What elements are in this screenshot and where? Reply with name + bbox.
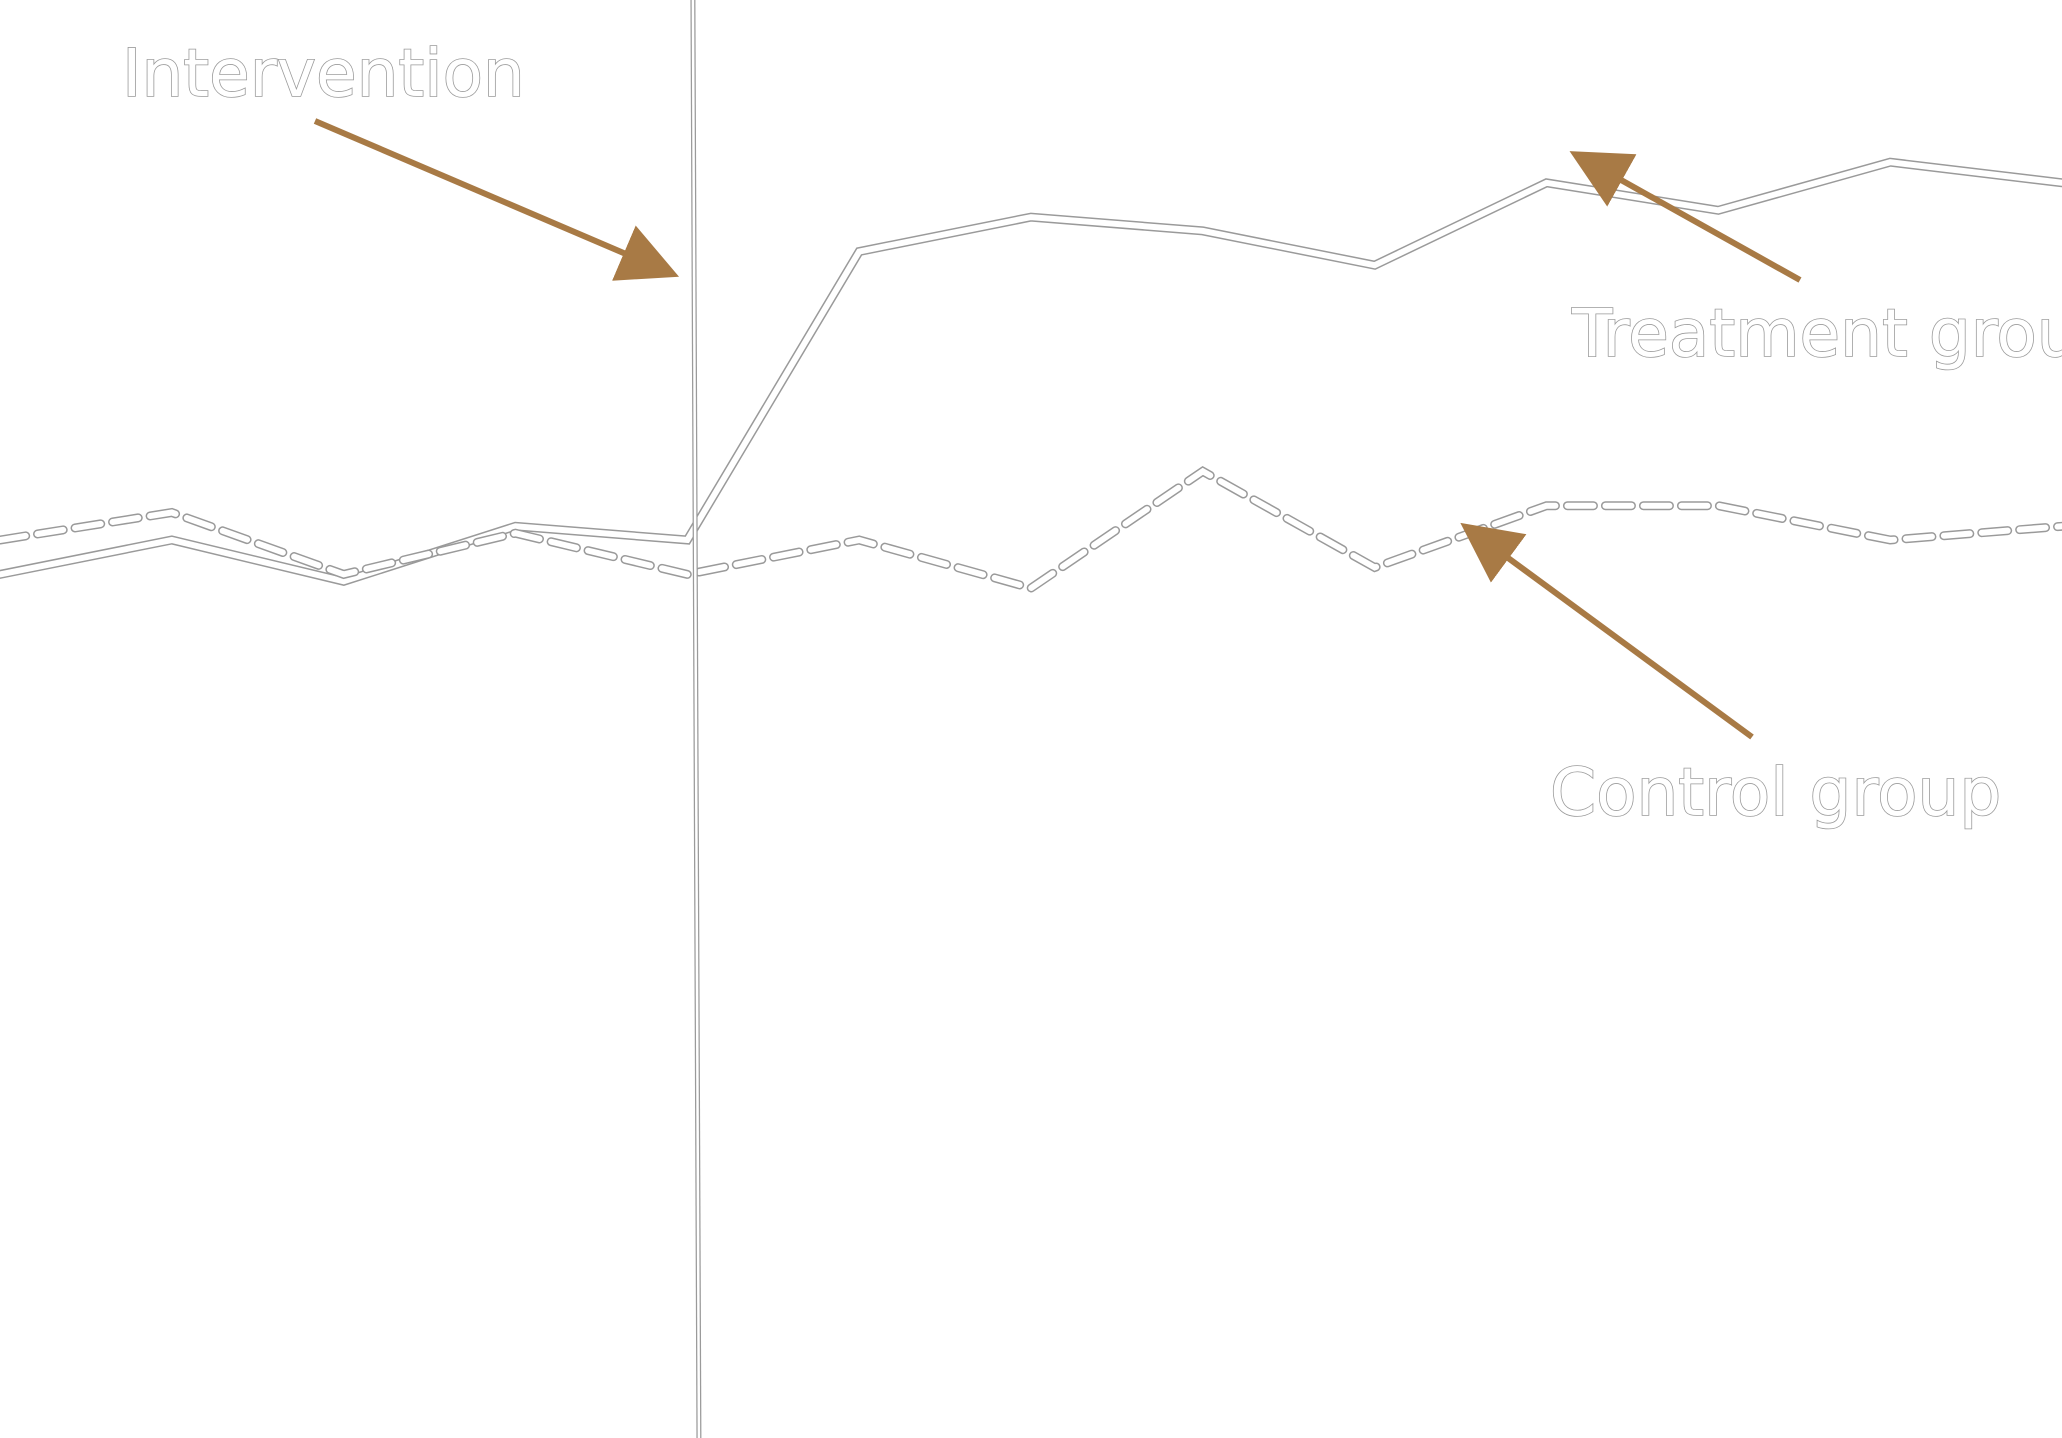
treatment-group-arrow (1569, 151, 1802, 283)
intervention-layer (690, 0, 702, 1438)
control-group-point-8 (1373, 566, 1376, 569)
treatment-group-point-9 (1545, 181, 1548, 184)
control-group-point-4 (686, 573, 689, 576)
control-group-series (0, 466, 2062, 593)
control-group-label: Control group (1550, 754, 2001, 831)
control-group-point-0 (0, 539, 1, 542)
treatment-group-label: Treatment group (1571, 295, 2062, 372)
intervention-arrow (313, 118, 680, 281)
treatment-group-point-10 (1717, 209, 1720, 212)
intervention-label: Intervention (122, 35, 525, 112)
control-group-point-2 (342, 573, 345, 576)
control-group-point-7 (1201, 470, 1204, 473)
treatment-group-point-1 (170, 539, 173, 542)
intervention-line (691, 0, 701, 1438)
control-group-point-1 (170, 511, 173, 514)
treatment-group-point-2 (342, 580, 345, 583)
control-group-point-9 (1545, 504, 1548, 507)
treatment-group-point-5 (858, 250, 861, 253)
control-group-point-6 (1030, 587, 1032, 590)
annotation-layer (313, 118, 1802, 740)
series-layer (0, 157, 2062, 593)
treatment-group-point-0 (0, 573, 1, 576)
treatment-group-point-7 (1201, 229, 1204, 232)
treatment-group-point-4 (686, 539, 689, 542)
control-group-point-10 (1717, 504, 1720, 507)
treatment-group-point-11 (1889, 161, 1892, 164)
control-group-point-5 (858, 539, 861, 542)
control-group-point-11 (1889, 539, 1892, 542)
control-group-arrow (1460, 522, 1754, 740)
control-group-point-3 (514, 532, 517, 535)
treatment-group-point-6 (1030, 216, 1032, 219)
treatment-group-point-8 (1373, 264, 1376, 267)
treatment-group-point-3 (514, 525, 517, 528)
